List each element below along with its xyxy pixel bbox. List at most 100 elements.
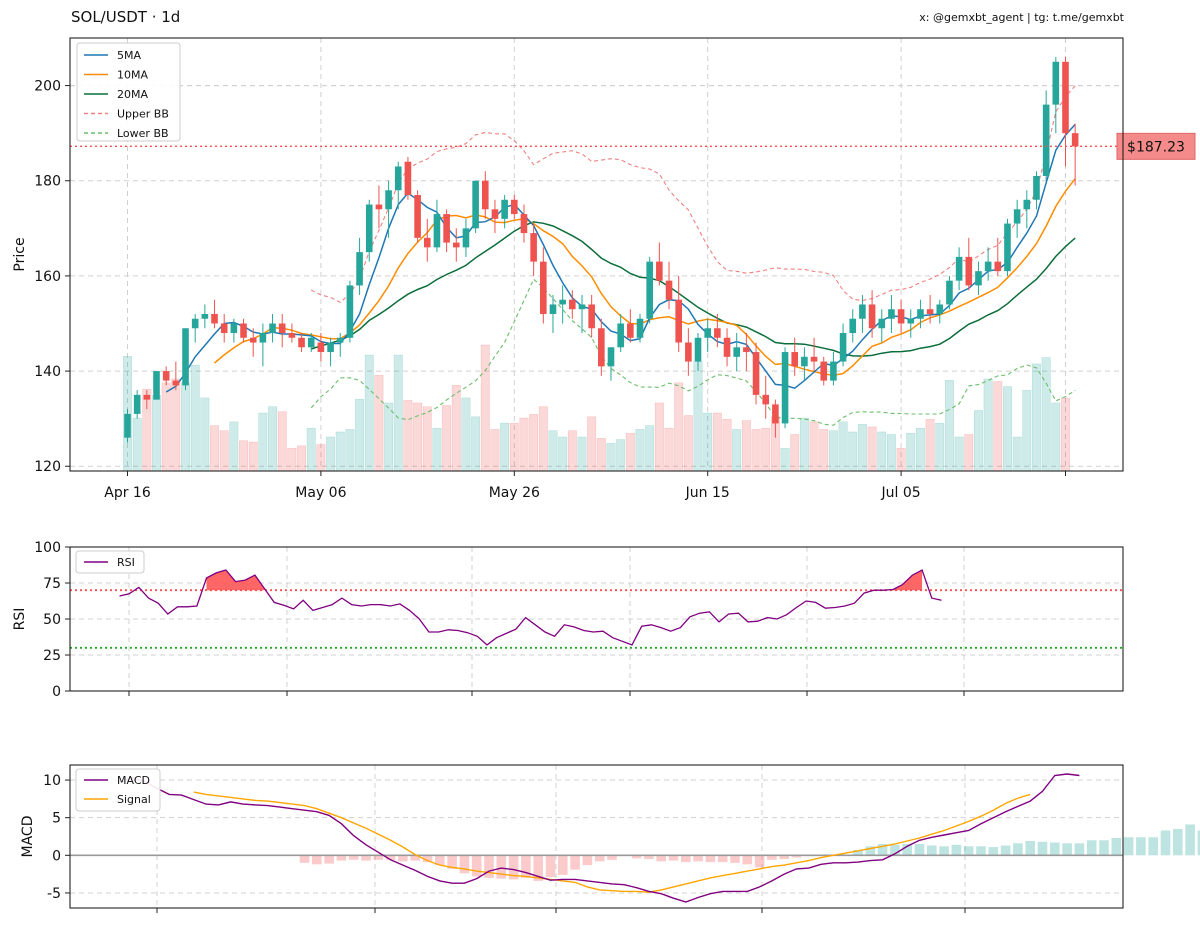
legend-label: Lower BB xyxy=(117,127,169,140)
volume-bar xyxy=(577,436,587,472)
candle-body xyxy=(182,328,189,386)
candle-body xyxy=(607,347,615,367)
volume-bar xyxy=(654,402,664,472)
volume-bar xyxy=(693,361,703,472)
macd-histogram-bar xyxy=(385,855,396,860)
legend-label: 20MA xyxy=(117,88,148,101)
macd-histogram-bar xyxy=(1123,837,1134,856)
candle-body xyxy=(598,328,605,367)
macd-histogram-bar xyxy=(570,855,580,870)
candle-body xyxy=(143,394,151,400)
candle-body xyxy=(520,214,528,234)
macd-histogram-bar xyxy=(853,850,863,856)
ma20-line xyxy=(310,221,1076,357)
volume-bar xyxy=(335,431,345,472)
candle-body xyxy=(511,199,518,215)
candle-body xyxy=(888,309,895,319)
candle-body xyxy=(559,299,566,305)
macd-histogram-bar xyxy=(435,855,445,866)
volume-bar xyxy=(974,410,983,472)
volume-bar xyxy=(877,431,887,472)
candle-body xyxy=(685,342,692,362)
volume-bar xyxy=(529,414,539,472)
volume-bar xyxy=(161,382,171,472)
rsi-overbought-fill xyxy=(206,570,265,591)
volume-bar xyxy=(1032,363,1041,472)
volume-bar xyxy=(471,416,481,472)
candle-body xyxy=(327,342,334,353)
current-price-label: $187.23 xyxy=(1127,139,1185,155)
volume-bar xyxy=(1012,436,1022,472)
candle-body xyxy=(259,333,267,343)
candle-body xyxy=(191,318,199,329)
macd-histogram-bar xyxy=(705,855,716,863)
rsi-legend xyxy=(75,550,145,574)
candle-body xyxy=(336,337,344,343)
macd-histogram-bar xyxy=(324,855,334,864)
macd-histogram-bar xyxy=(484,855,494,878)
macd-histogram-bar xyxy=(558,855,568,875)
macd-histogram-bar xyxy=(410,855,420,861)
macd-histogram-bar xyxy=(422,855,433,863)
macd-histogram-bar xyxy=(1025,841,1035,856)
candle-body xyxy=(752,352,760,395)
volume-bar xyxy=(558,436,568,472)
macd-histogram-bar xyxy=(890,844,900,856)
candle-body xyxy=(356,252,363,286)
candle-body xyxy=(984,261,992,272)
volume-bar xyxy=(780,448,790,472)
candle-body xyxy=(162,371,170,381)
candle-body xyxy=(714,328,721,338)
candle-body xyxy=(249,337,257,343)
current-price-tag xyxy=(1116,132,1196,160)
candle-body xyxy=(201,313,209,319)
volume-bar xyxy=(945,380,954,472)
volume-bar xyxy=(200,397,210,472)
volume-bar xyxy=(277,411,287,472)
macd-histogram-bar xyxy=(717,855,728,863)
candle-body xyxy=(375,204,383,210)
volume-bar xyxy=(896,448,906,472)
volume-bar xyxy=(538,406,548,472)
x-tick-label: Jun 15 xyxy=(685,485,730,501)
page-credit: x: @gemxbt_agent | tg: t.me/gemxbt xyxy=(919,11,1124,24)
y-axis-label: MACD xyxy=(20,816,36,858)
candle-body xyxy=(1062,61,1069,134)
macd-histogram-bar xyxy=(963,846,974,856)
page-title: SOL/USDT · 1d xyxy=(71,8,181,26)
candle-body xyxy=(694,337,702,362)
macd-histogram-bar xyxy=(496,855,507,879)
volume-bar xyxy=(364,354,374,472)
x-tick-label: Jul 05 xyxy=(881,485,921,501)
macd-histogram-bar xyxy=(459,855,470,874)
y-tick-label: 75 xyxy=(43,576,61,592)
macd-histogram-bar xyxy=(1050,842,1060,856)
candle-body xyxy=(133,394,141,414)
y-tick-label: 0 xyxy=(52,684,61,700)
macd-histogram-bar xyxy=(1136,837,1146,856)
candle-body xyxy=(636,318,644,338)
volume-bar xyxy=(596,437,606,472)
candle-body xyxy=(1004,223,1011,272)
volume-bar xyxy=(915,427,925,472)
candle-body xyxy=(820,361,828,381)
y-tick-label: -5 xyxy=(47,886,61,902)
macd-histogram-bar xyxy=(767,855,777,860)
volume-bar xyxy=(906,432,916,472)
candle-body xyxy=(220,323,228,334)
volume-bar xyxy=(355,398,365,472)
volume-bar xyxy=(790,434,800,472)
macd-histogram-bar xyxy=(533,855,543,881)
rsi-line xyxy=(119,569,942,646)
macd-histogram-bar xyxy=(471,855,482,877)
candle-body xyxy=(240,323,247,338)
macd-line xyxy=(119,773,1080,903)
volume-bar xyxy=(1022,390,1032,472)
volume-bar xyxy=(954,436,964,472)
volume-bar xyxy=(664,427,674,472)
volume-bar xyxy=(152,395,161,472)
y-tick-label: 160 xyxy=(34,269,61,285)
macd-histogram-bar xyxy=(865,846,876,856)
x-tick-label: Apr 16 xyxy=(104,485,151,501)
volume-bar xyxy=(548,430,558,472)
